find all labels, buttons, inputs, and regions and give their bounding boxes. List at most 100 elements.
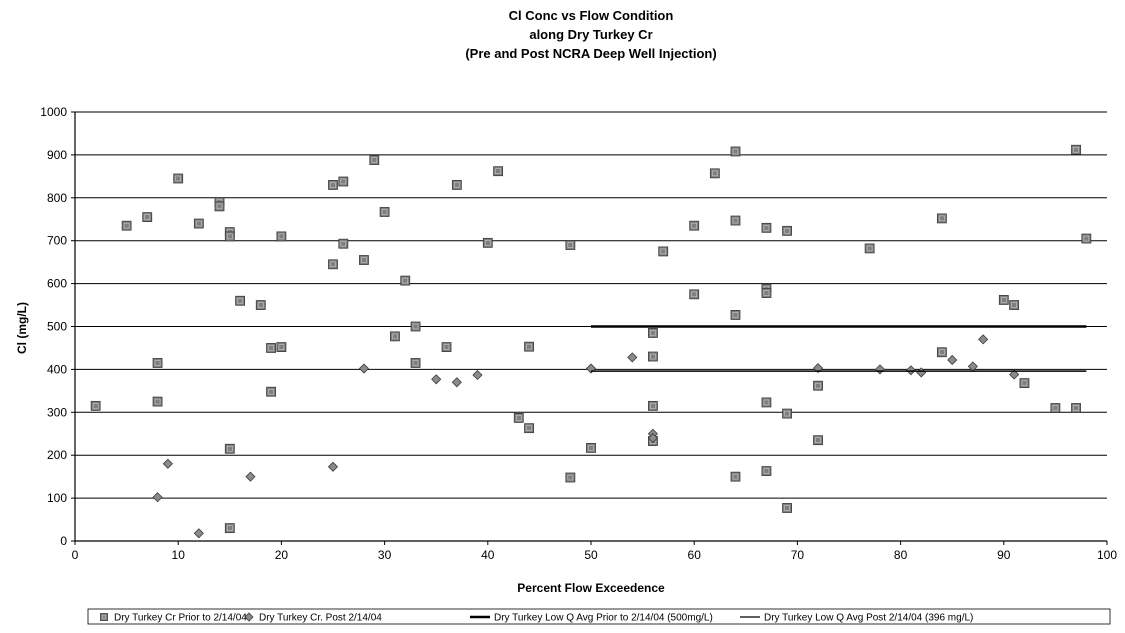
data-point-prior <box>152 396 163 407</box>
data-point-post <box>472 369 483 381</box>
data-point-prior <box>709 168 720 179</box>
data-point-prior <box>565 240 576 250</box>
data-point-prior <box>410 321 421 332</box>
x-tick-label: 0 <box>72 548 79 562</box>
data-point-prior <box>193 218 204 229</box>
legend-label: Dry Turkey Cr Prior to 2/14/04 <box>114 613 247 624</box>
legend-marker-square <box>100 613 108 621</box>
y-tick-label: 500 <box>47 320 67 334</box>
data-point-prior <box>235 295 246 306</box>
data-point-post <box>647 432 658 444</box>
data-point-post <box>193 528 204 539</box>
data-point-post <box>451 377 462 388</box>
data-point-prior <box>482 237 493 248</box>
data-point-prior <box>658 246 669 257</box>
y-axis-title: Cl (mg/L) <box>15 302 29 354</box>
data-point-prior <box>1081 233 1092 244</box>
data-point-prior <box>152 358 163 368</box>
data-point-prior <box>410 358 421 368</box>
data-point-prior <box>224 443 235 454</box>
y-tick-label: 1000 <box>40 105 67 119</box>
y-tick-label: 600 <box>47 277 67 291</box>
y-tick-label: 900 <box>47 148 67 162</box>
data-point-prior <box>379 207 390 217</box>
data-point-prior <box>90 400 101 411</box>
data-point-prior <box>493 166 504 177</box>
y-tick-label: 100 <box>47 491 67 505</box>
data-point-prior <box>214 201 225 212</box>
data-point-post <box>358 363 370 374</box>
y-tick-label: 800 <box>47 191 67 205</box>
data-point-post <box>905 365 916 376</box>
data-point-post <box>162 458 173 469</box>
data-point-prior <box>565 472 576 483</box>
data-point-post <box>245 471 256 482</box>
data-point-prior <box>730 471 741 482</box>
data-point-prior <box>782 225 792 236</box>
data-point-prior <box>328 259 338 270</box>
data-point-prior <box>266 343 276 353</box>
data-point-post <box>327 461 339 472</box>
legend-marker-diamond <box>244 612 254 622</box>
data-point-prior <box>524 423 534 434</box>
data-point-prior <box>813 435 823 446</box>
y-tick-label: 300 <box>47 405 67 419</box>
x-tick-label: 100 <box>1097 548 1117 562</box>
data-point-prior <box>689 220 700 231</box>
data-point-prior <box>451 180 462 190</box>
data-point-prior <box>276 231 287 242</box>
data-point-prior <box>936 213 947 224</box>
x-tick-label: 80 <box>894 548 908 562</box>
x-tick-label: 20 <box>275 548 289 562</box>
data-point-post <box>627 352 638 363</box>
data-point-prior <box>173 173 184 184</box>
data-point-prior <box>266 386 276 397</box>
y-tick-label: 700 <box>47 234 67 248</box>
data-point-post <box>947 354 958 366</box>
x-axis-title: Percent Flow Exceedence <box>517 581 665 595</box>
chart-title: Cl Conc vs Flow Condition along Dry Turk… <box>465 8 716 61</box>
data-point-prior <box>121 220 132 231</box>
data-point-prior <box>813 380 823 391</box>
data-point-prior <box>400 275 411 286</box>
legend-box <box>87 608 1111 625</box>
data-point-prior <box>648 328 658 338</box>
data-point-prior <box>782 503 792 513</box>
data-point-post <box>431 374 442 385</box>
data-point-prior <box>730 146 741 157</box>
tick-labels: 0 100 200 300 400 500 600 700 800 900 1000 0 10 20 30 4… <box>40 105 1117 562</box>
data-point-prior <box>1009 300 1020 310</box>
data-point-prior <box>1071 144 1081 155</box>
data-point-prior <box>761 397 772 408</box>
data-point-prior <box>513 412 524 423</box>
data-point-prior <box>328 180 338 190</box>
data-point-prior <box>338 176 349 187</box>
data-point-post <box>978 334 989 345</box>
data-point-prior <box>689 289 700 300</box>
chart-title-line-2: along Dry Turkey Cr <box>529 27 652 42</box>
legend-label: Dry Turkey Low Q Avg Prior to 2/14/04 (5… <box>494 613 713 624</box>
x-tick-label: 50 <box>584 548 598 562</box>
y-tick-label: 200 <box>47 448 67 462</box>
data-point-prior <box>998 295 1009 305</box>
data-point-post <box>874 364 886 375</box>
data-point-prior <box>276 342 287 352</box>
x-tick-label: 90 <box>997 548 1011 562</box>
data-point-prior <box>255 300 266 310</box>
y-tick-label: 400 <box>47 362 67 376</box>
data-point-prior <box>648 400 658 411</box>
legend-label: Dry Turkey Cr. Post 2/14/04 <box>259 613 382 624</box>
data-point-prior <box>1071 403 1081 413</box>
data-point-prior <box>338 238 349 249</box>
data-point-prior <box>224 231 235 242</box>
data-point-post <box>1009 369 1020 380</box>
y-tick-label: 0 <box>60 534 67 548</box>
data-point-prior <box>142 212 153 223</box>
data-point-prior <box>761 466 772 476</box>
data-point-prior <box>224 523 235 534</box>
data-point-prior <box>369 155 380 165</box>
chart-title-line-1: Cl Conc vs Flow Condition <box>509 8 674 23</box>
data-marks <box>90 144 1092 539</box>
data-point-prior <box>761 288 772 298</box>
data-point-prior <box>730 310 741 320</box>
